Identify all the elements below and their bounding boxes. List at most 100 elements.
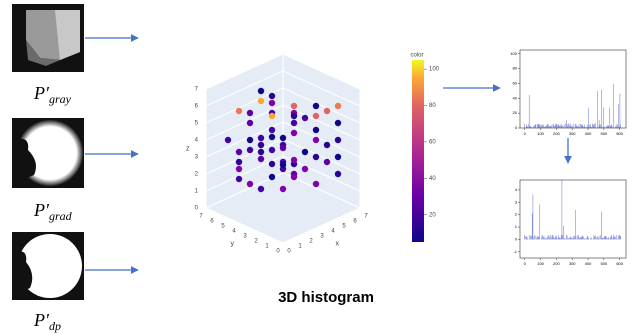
scatter-dot [324,159,330,165]
x-tick-label: 400 [585,131,592,136]
y-tick-label: 4 [232,229,236,235]
scatter-dot [269,147,275,153]
colorbar-tick-label: 80 [429,103,436,109]
x-tick-label: 300 [569,131,576,136]
x-tick-label: 7 [364,214,368,220]
y-tick-label: 40 [513,95,518,100]
x-tick-label: 0 [524,131,527,136]
y-tick-label: -1 [513,249,517,254]
scatter-dot [291,174,297,180]
x-tick-label: 1 [298,244,302,250]
scatter-dot [291,120,297,126]
z-axis-label: z [186,145,190,152]
y-tick-label: 2 [515,212,518,217]
z-tick-label: 3 [195,155,199,161]
label-subscript: grad [49,209,73,223]
scatter-dot [269,93,275,99]
x-tick-label: 2 [309,239,313,245]
scatter-dot [335,171,341,177]
y-tick-label: 7 [199,214,203,220]
scatter-dot [247,110,253,116]
scatter-dot [291,113,297,119]
x-tick-label: 0 [287,249,291,255]
z-tick-label: 7 [195,87,199,93]
z-tick-label: 2 [195,172,199,178]
y-tick-label: 5 [221,224,225,230]
y-tick-label: 0 [515,125,518,130]
x-tick-label: 600 [616,131,623,136]
colorbar-tick-label: 100 [429,67,440,73]
colorbar-tick-label: 20 [429,212,436,218]
x-tick-label: 200 [553,261,560,266]
y-tick-label: 1 [265,244,269,250]
scatter-dot [236,149,242,155]
scatter-dot [258,149,264,155]
scatter-dot [335,103,341,109]
x-tick-label: 100 [537,261,544,266]
scatter-dot [324,108,330,114]
x-tick-label: 4 [331,229,335,235]
scatter-dot [335,120,341,126]
scatter-dot [258,98,264,104]
x-tick-label: 0 [524,261,527,266]
scatter-dot [269,174,275,180]
label-symbol: P′ [33,200,50,220]
scatter-dot [258,135,264,141]
y-tick-label: 20 [513,110,518,115]
z-tick-label: 1 [195,189,199,195]
scatter-dot [236,176,242,182]
scatter-dot [280,135,286,141]
z-tick-label: 5 [195,121,199,127]
scatter-dot [247,137,253,143]
y-axis-label: y [231,240,235,247]
scatter-dot [269,134,275,140]
y-tick-label: 3 [515,199,518,204]
scatter-dot [269,113,275,119]
y-tick-label: 0 [515,236,518,241]
z-tick-label: 0 [195,206,199,212]
y-tick-label: 1 [515,224,518,229]
label-symbol: P′ [33,83,50,103]
x-tick-label: 200 [553,131,560,136]
colorbar [412,60,424,242]
scatter-dot [258,142,264,148]
image-gray [12,4,84,72]
x-tick-label: 600 [616,261,623,266]
x-tick-label: 500 [601,261,608,266]
y-tick-label: 0 [276,249,280,255]
figure: 3D histogram color P′grayP′gradP′dp01234… [0,0,634,334]
plot-frame [520,50,626,128]
z-tick-label: 4 [195,138,199,144]
scatter-dot [247,147,253,153]
scatter-dot [302,149,308,155]
y-tick-label: 3 [243,234,247,240]
y-tick-label: 6 [210,219,214,225]
scatter-dot [313,137,319,143]
scatter-dot [247,181,253,187]
x-tick-label: 6 [353,219,357,225]
label-subscript: dp [49,319,61,333]
scatter-dot [269,100,275,106]
scatter-dot [313,103,319,109]
scatter-dot [291,157,297,163]
x-tick-label: 3 [320,234,324,240]
scatter-dot [313,113,319,119]
scatter-dot [258,88,264,94]
y-tick-label: 2 [254,239,258,245]
scatter-dot [324,142,330,148]
plot-frame [520,180,626,258]
scatter-dot [302,166,308,172]
image-grad [12,118,84,188]
scatter-dot [313,127,319,133]
scatter-dot [258,156,264,162]
y-tick-label: 4 [515,187,518,192]
x-tick-label: 400 [585,261,592,266]
x-tick-label: 5 [342,224,346,230]
label-subscript: gray [49,92,72,106]
scatter-dot [313,154,319,160]
scatter-dot [335,154,341,160]
input-label: P′gray [33,83,72,106]
y-tick-label: 80 [513,66,518,71]
colorbar-tick-label: 60 [429,139,436,145]
image-dp [12,232,84,300]
